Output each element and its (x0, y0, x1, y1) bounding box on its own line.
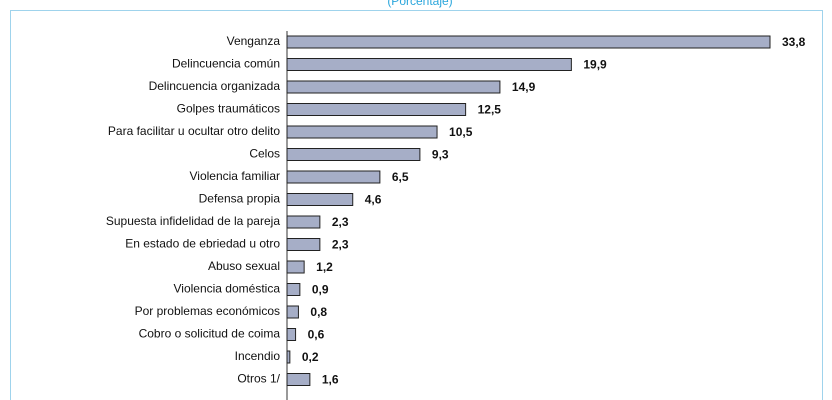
bar (286, 373, 311, 386)
value-label: 10,5 (449, 125, 473, 139)
value-label: 12,5 (478, 103, 502, 117)
value-label: 9,3 (432, 148, 449, 162)
category-label: Cobro o solicitud de coima (139, 327, 281, 341)
chart-subtitle: (Porcentaje) (387, 0, 452, 8)
category-label: Venganza (227, 34, 281, 48)
bar (286, 328, 297, 341)
category-label: Incendio (235, 349, 281, 363)
bar (286, 215, 321, 229)
value-label: 1,6 (322, 373, 339, 387)
bar (286, 170, 381, 184)
value-label: 19,9 (583, 58, 607, 72)
category-label: Por problemas económicos (135, 304, 280, 318)
bar (286, 260, 305, 274)
bar (286, 148, 421, 161)
value-label: 0,6 (308, 328, 325, 342)
bar (286, 305, 299, 319)
value-label: 14,9 (512, 80, 536, 94)
category-label: Otros 1/ (237, 372, 280, 386)
bar (286, 35, 771, 49)
bar (286, 103, 467, 116)
bar (286, 58, 572, 71)
category-label: Celos (249, 147, 280, 161)
value-label: 1,2 (316, 260, 333, 274)
value-label: 6,5 (392, 170, 409, 184)
category-label: Violencia doméstica (173, 282, 280, 296)
bar (286, 125, 438, 139)
category-label: En estado de ebriedad u otro (125, 237, 280, 251)
bar (286, 350, 291, 364)
category-label: Abuso sexual (208, 259, 280, 273)
category-label: Delincuencia organizada (149, 79, 281, 93)
value-label: 2,3 (332, 238, 349, 252)
value-label: 33,8 (782, 35, 806, 49)
category-label: Golpes traumáticos (177, 102, 280, 116)
bar (286, 193, 354, 206)
category-label: Violencia familiar (190, 169, 281, 183)
category-label: Supuesta infidelidad de la pareja (106, 214, 280, 228)
value-label: 0,8 (310, 305, 327, 319)
value-label: 0,9 (312, 283, 329, 297)
bar (286, 283, 301, 296)
value-label: 4,6 (365, 193, 382, 207)
category-label: Delincuencia común (172, 57, 280, 71)
value-label: 2,3 (332, 215, 349, 229)
category-label: Para facilitar u ocultar otro delito (108, 124, 280, 138)
bar (286, 238, 321, 251)
bar (286, 80, 501, 94)
category-label: Defensa propia (199, 192, 281, 206)
frame (10, 10, 823, 400)
value-label: 0,2 (302, 350, 319, 364)
